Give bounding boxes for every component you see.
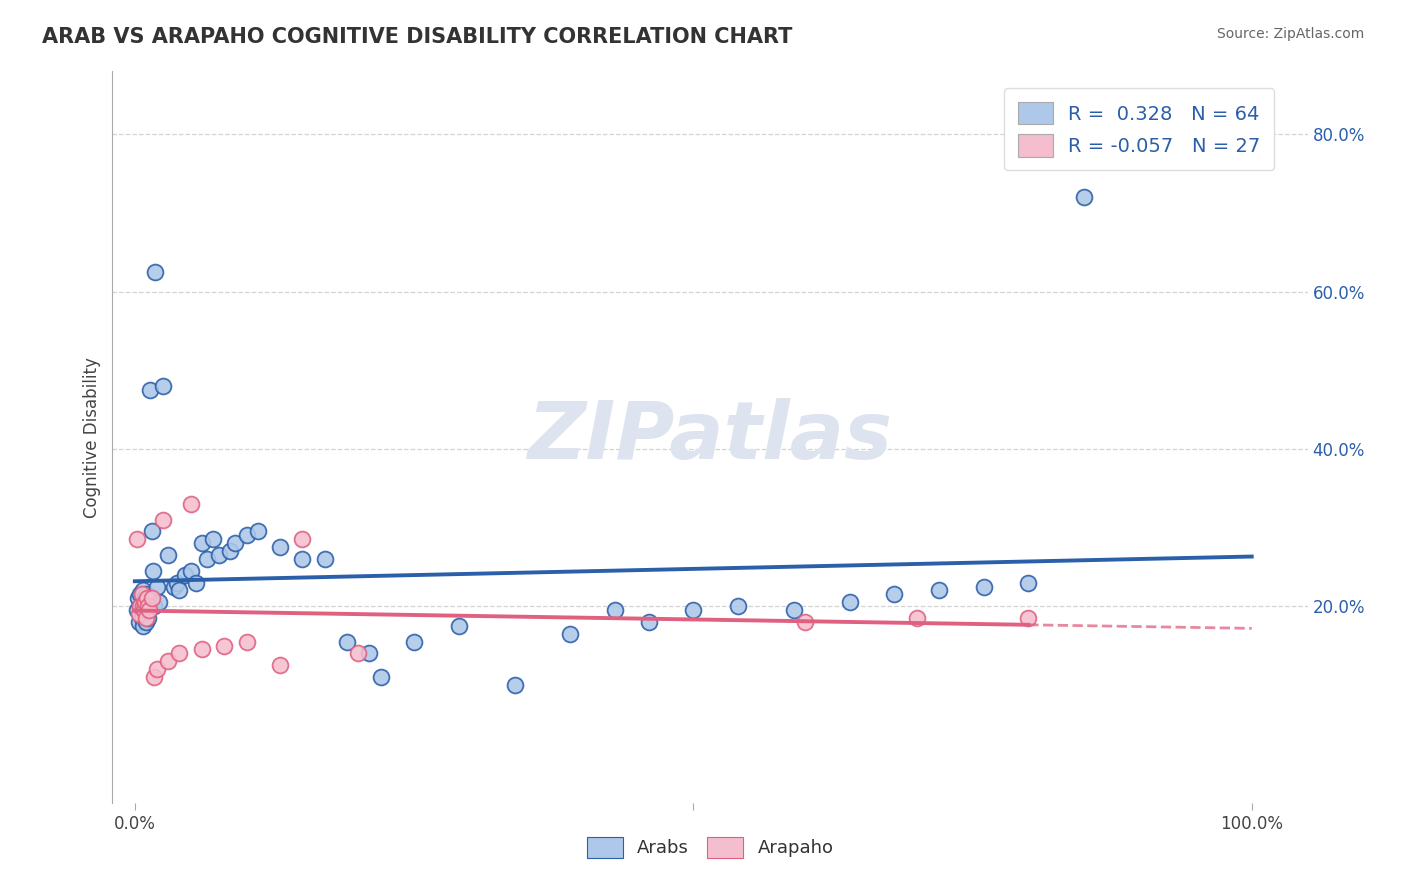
Point — [218, 544, 240, 558]
Point — [152, 513, 174, 527]
Point — [166, 575, 188, 590]
Point — [142, 670, 165, 684]
Point — [447, 619, 470, 633]
Point — [682, 603, 704, 617]
Point — [603, 603, 626, 617]
Point — [180, 564, 202, 578]
Point — [157, 654, 180, 668]
Point — [186, 575, 208, 590]
Point — [291, 533, 314, 547]
Point — [838, 595, 860, 609]
Point — [128, 615, 150, 629]
Point — [180, 497, 202, 511]
Point — [132, 599, 155, 614]
Point — [169, 583, 191, 598]
Point — [883, 587, 905, 601]
Point — [138, 591, 160, 606]
Point — [139, 383, 162, 397]
Point — [783, 603, 806, 617]
Point — [197, 552, 219, 566]
Point — [212, 639, 235, 653]
Point — [146, 580, 169, 594]
Point — [191, 536, 214, 550]
Point — [191, 642, 214, 657]
Point — [163, 580, 186, 594]
Point — [235, 528, 257, 542]
Point — [928, 583, 950, 598]
Legend: Arabs, Arapaho: Arabs, Arapaho — [578, 828, 842, 867]
Point — [1017, 575, 1039, 590]
Point — [134, 603, 156, 617]
Text: ZIPatlas: ZIPatlas — [527, 398, 893, 476]
Point — [235, 634, 257, 648]
Point — [727, 599, 749, 614]
Point — [134, 595, 156, 609]
Point — [269, 540, 291, 554]
Point — [131, 611, 153, 625]
Point — [131, 583, 153, 598]
Point — [637, 615, 659, 629]
Point — [174, 567, 197, 582]
Point — [136, 607, 159, 621]
Point — [135, 615, 157, 629]
Point — [370, 670, 392, 684]
Point — [136, 591, 159, 606]
Point — [138, 603, 160, 617]
Point — [141, 591, 163, 606]
Point — [129, 587, 152, 601]
Point — [127, 591, 149, 606]
Y-axis label: Cognitive Disability: Cognitive Disability — [83, 357, 101, 517]
Point — [973, 580, 995, 594]
Point — [129, 599, 152, 614]
Point — [136, 603, 159, 617]
Point — [132, 595, 155, 609]
Point — [207, 548, 229, 562]
Point — [336, 634, 359, 648]
Point — [134, 591, 156, 606]
Point — [402, 634, 425, 648]
Point — [347, 646, 370, 660]
Point — [152, 379, 174, 393]
Point — [129, 599, 152, 614]
Point — [136, 599, 159, 614]
Point — [148, 595, 170, 609]
Point — [131, 587, 153, 601]
Point — [143, 265, 166, 279]
Point — [291, 552, 314, 566]
Point — [1017, 611, 1039, 625]
Point — [125, 603, 148, 617]
Point — [560, 626, 582, 640]
Point — [269, 658, 291, 673]
Point — [136, 611, 159, 625]
Point — [142, 599, 165, 614]
Text: Source: ZipAtlas.com: Source: ZipAtlas.com — [1216, 27, 1364, 41]
Point — [146, 662, 169, 676]
Point — [314, 552, 336, 566]
Point — [136, 599, 159, 614]
Point — [905, 611, 928, 625]
Point — [128, 607, 150, 621]
Point — [135, 587, 157, 601]
Point — [169, 646, 191, 660]
Point — [1073, 190, 1095, 204]
Point — [794, 615, 817, 629]
Point — [131, 619, 153, 633]
Text: ARAB VS ARAPAHO COGNITIVE DISABILITY CORRELATION CHART: ARAB VS ARAPAHO COGNITIVE DISABILITY COR… — [42, 27, 793, 46]
Point — [359, 646, 381, 660]
Point — [157, 548, 180, 562]
Point — [131, 599, 153, 614]
Point — [224, 536, 246, 550]
Point — [132, 603, 155, 617]
Point — [141, 524, 163, 539]
Point — [131, 607, 153, 621]
Point — [135, 611, 157, 625]
Point — [503, 678, 526, 692]
Point — [246, 524, 269, 539]
Point — [201, 533, 224, 547]
Point — [142, 564, 165, 578]
Point — [125, 533, 148, 547]
